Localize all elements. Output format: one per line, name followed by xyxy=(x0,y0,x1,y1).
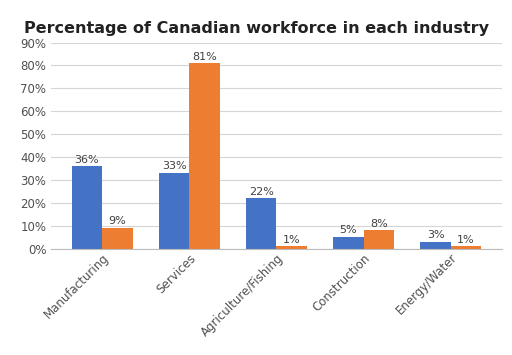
Bar xyxy=(333,237,364,248)
Text: 5%: 5% xyxy=(339,225,357,235)
Bar xyxy=(72,166,102,248)
Text: 36%: 36% xyxy=(75,154,99,164)
Bar xyxy=(276,246,307,248)
Text: 1%: 1% xyxy=(283,235,301,245)
Text: 81%: 81% xyxy=(192,51,217,61)
Text: 22%: 22% xyxy=(249,187,274,197)
Text: 1%: 1% xyxy=(457,235,475,245)
Bar xyxy=(364,230,394,248)
Bar xyxy=(451,246,481,248)
Text: Percentage of Canadian workforce in each industry: Percentage of Canadian workforce in each… xyxy=(24,21,488,36)
Text: 9%: 9% xyxy=(109,216,126,226)
Text: 33%: 33% xyxy=(162,162,186,171)
Bar xyxy=(159,173,189,248)
Text: 8%: 8% xyxy=(370,219,388,229)
Bar xyxy=(189,63,220,248)
Bar xyxy=(102,228,133,248)
Bar xyxy=(246,198,276,248)
Bar xyxy=(420,242,451,248)
Text: 3%: 3% xyxy=(426,230,444,240)
